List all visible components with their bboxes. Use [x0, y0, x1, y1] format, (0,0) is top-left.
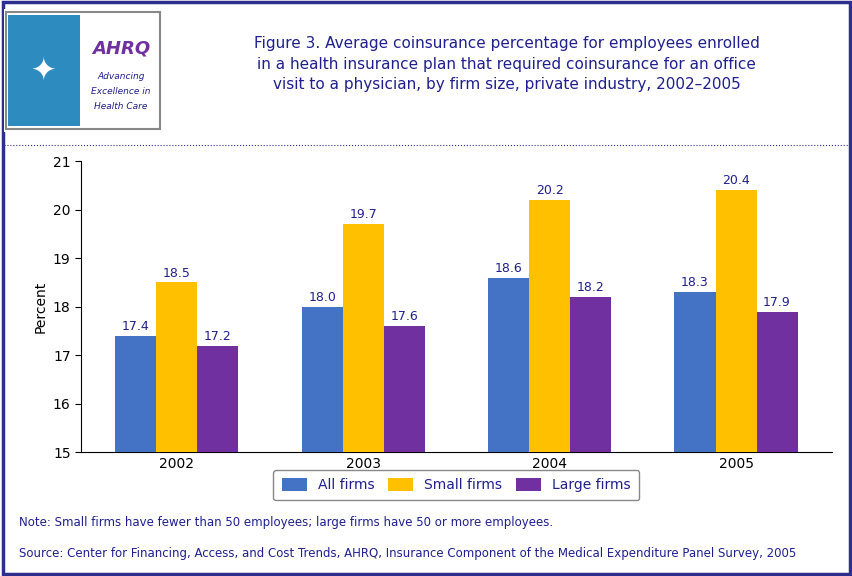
FancyBboxPatch shape — [9, 15, 80, 126]
Text: ✦: ✦ — [32, 56, 56, 85]
Bar — [569, 297, 610, 576]
Text: 17.4: 17.4 — [122, 320, 149, 333]
Bar — [197, 346, 238, 576]
Bar — [487, 278, 528, 576]
Text: 19.7: 19.7 — [348, 209, 377, 221]
Text: 18.0: 18.0 — [308, 291, 336, 304]
Bar — [302, 307, 343, 576]
Text: 20.2: 20.2 — [535, 184, 563, 197]
Text: Health Care: Health Care — [94, 102, 147, 111]
Text: Note: Small firms have fewer than 50 employees; large firms have 50 or more empl: Note: Small firms have fewer than 50 emp… — [19, 516, 552, 529]
Bar — [674, 292, 715, 576]
Text: Excellence in: Excellence in — [91, 87, 150, 96]
Text: 18.3: 18.3 — [681, 276, 708, 289]
Text: AHRQ: AHRQ — [92, 39, 150, 57]
Text: 18.6: 18.6 — [494, 262, 521, 275]
Legend: All firms, Small firms, Large firms: All firms, Small firms, Large firms — [273, 470, 639, 501]
Text: Figure 3. Average coinsurance percentage for employees enrolled
in a health insu: Figure 3. Average coinsurance percentage… — [254, 36, 759, 92]
Text: 17.6: 17.6 — [390, 310, 417, 323]
Text: 17.9: 17.9 — [763, 295, 790, 309]
Text: 18.5: 18.5 — [163, 267, 190, 279]
FancyBboxPatch shape — [4, 9, 160, 132]
Y-axis label: Percent: Percent — [33, 281, 47, 333]
Bar — [715, 191, 756, 576]
Text: 17.2: 17.2 — [204, 329, 231, 343]
Bar — [343, 224, 383, 576]
Text: Advancing: Advancing — [97, 72, 144, 81]
Bar — [756, 312, 797, 576]
Text: 20.4: 20.4 — [722, 175, 749, 187]
Text: Source: Center for Financing, Access, and Cost Trends, AHRQ, Insurance Component: Source: Center for Financing, Access, an… — [19, 547, 795, 560]
Bar — [156, 282, 197, 576]
Bar — [383, 326, 424, 576]
Text: 18.2: 18.2 — [576, 281, 604, 294]
Bar — [528, 200, 569, 576]
Bar — [115, 336, 156, 576]
